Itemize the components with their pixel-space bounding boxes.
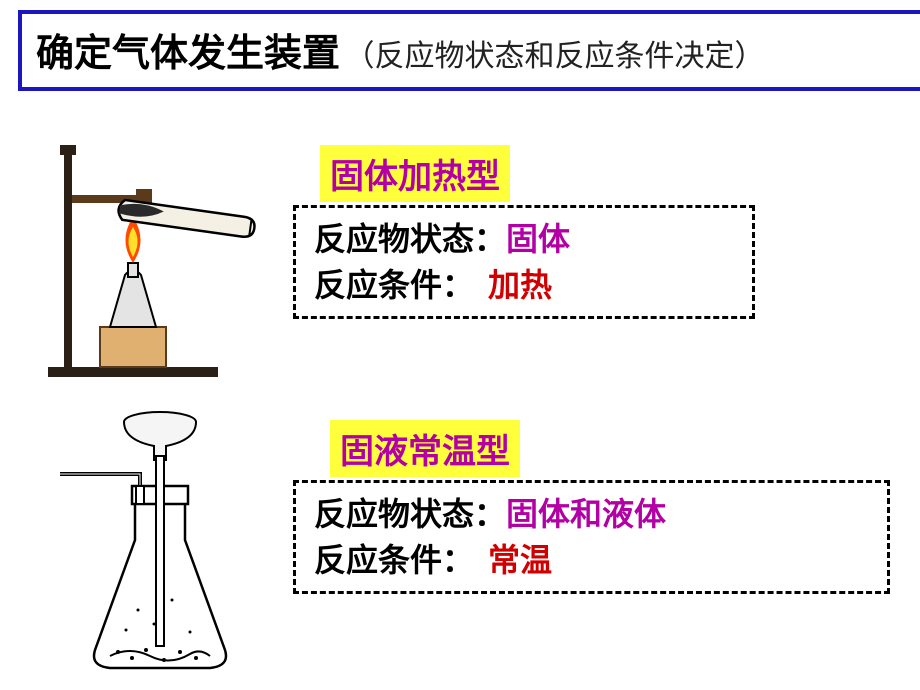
row-cond-2: 反应条件： 常温 [314, 537, 869, 583]
row-state-2: 反应物状态：固体和液体 [314, 491, 869, 537]
label-state-2: 反应物状态： [314, 496, 506, 532]
row-cond-1: 反应条件： 加热 [314, 262, 734, 308]
info-box-solid-heating: 反应物状态：固体 反应条件： 加热 [293, 205, 755, 319]
diagram-solid-liquid [40, 400, 270, 680]
val-state-2: 固体和液体 [506, 496, 666, 532]
badge-solid-heating: 固体加热型 [320, 145, 510, 202]
info-box-solid-liquid: 反应物状态：固体和液体 反应条件： 常温 [293, 480, 890, 594]
section-solid-liquid: 固液常温型 反应物状态：固体和液体 反应条件： 常温 [0, 400, 920, 680]
title-sub: （反应物状态和反应条件决定） [344, 40, 764, 73]
title-box: 确定气体发生装置 （反应物状态和反应条件决定） [18, 10, 920, 91]
badge-solid-liquid: 固液常温型 [330, 420, 520, 477]
val-cond-2: 常温 [488, 542, 552, 578]
diagram-solid-heating [30, 145, 260, 380]
val-cond-1: 加热 [488, 267, 552, 303]
title-main: 确定气体发生装置 [36, 33, 340, 75]
label-state-1: 反应物状态： [314, 221, 506, 257]
label-cond-2: 反应条件： [314, 542, 474, 578]
section-solid-heating: 固体加热型 反应物状态：固体 反应条件： 加热 [0, 145, 920, 380]
val-state-1: 固体 [506, 221, 570, 257]
row-state-1: 反应物状态：固体 [314, 216, 734, 262]
label-cond-1: 反应条件： [314, 267, 474, 303]
